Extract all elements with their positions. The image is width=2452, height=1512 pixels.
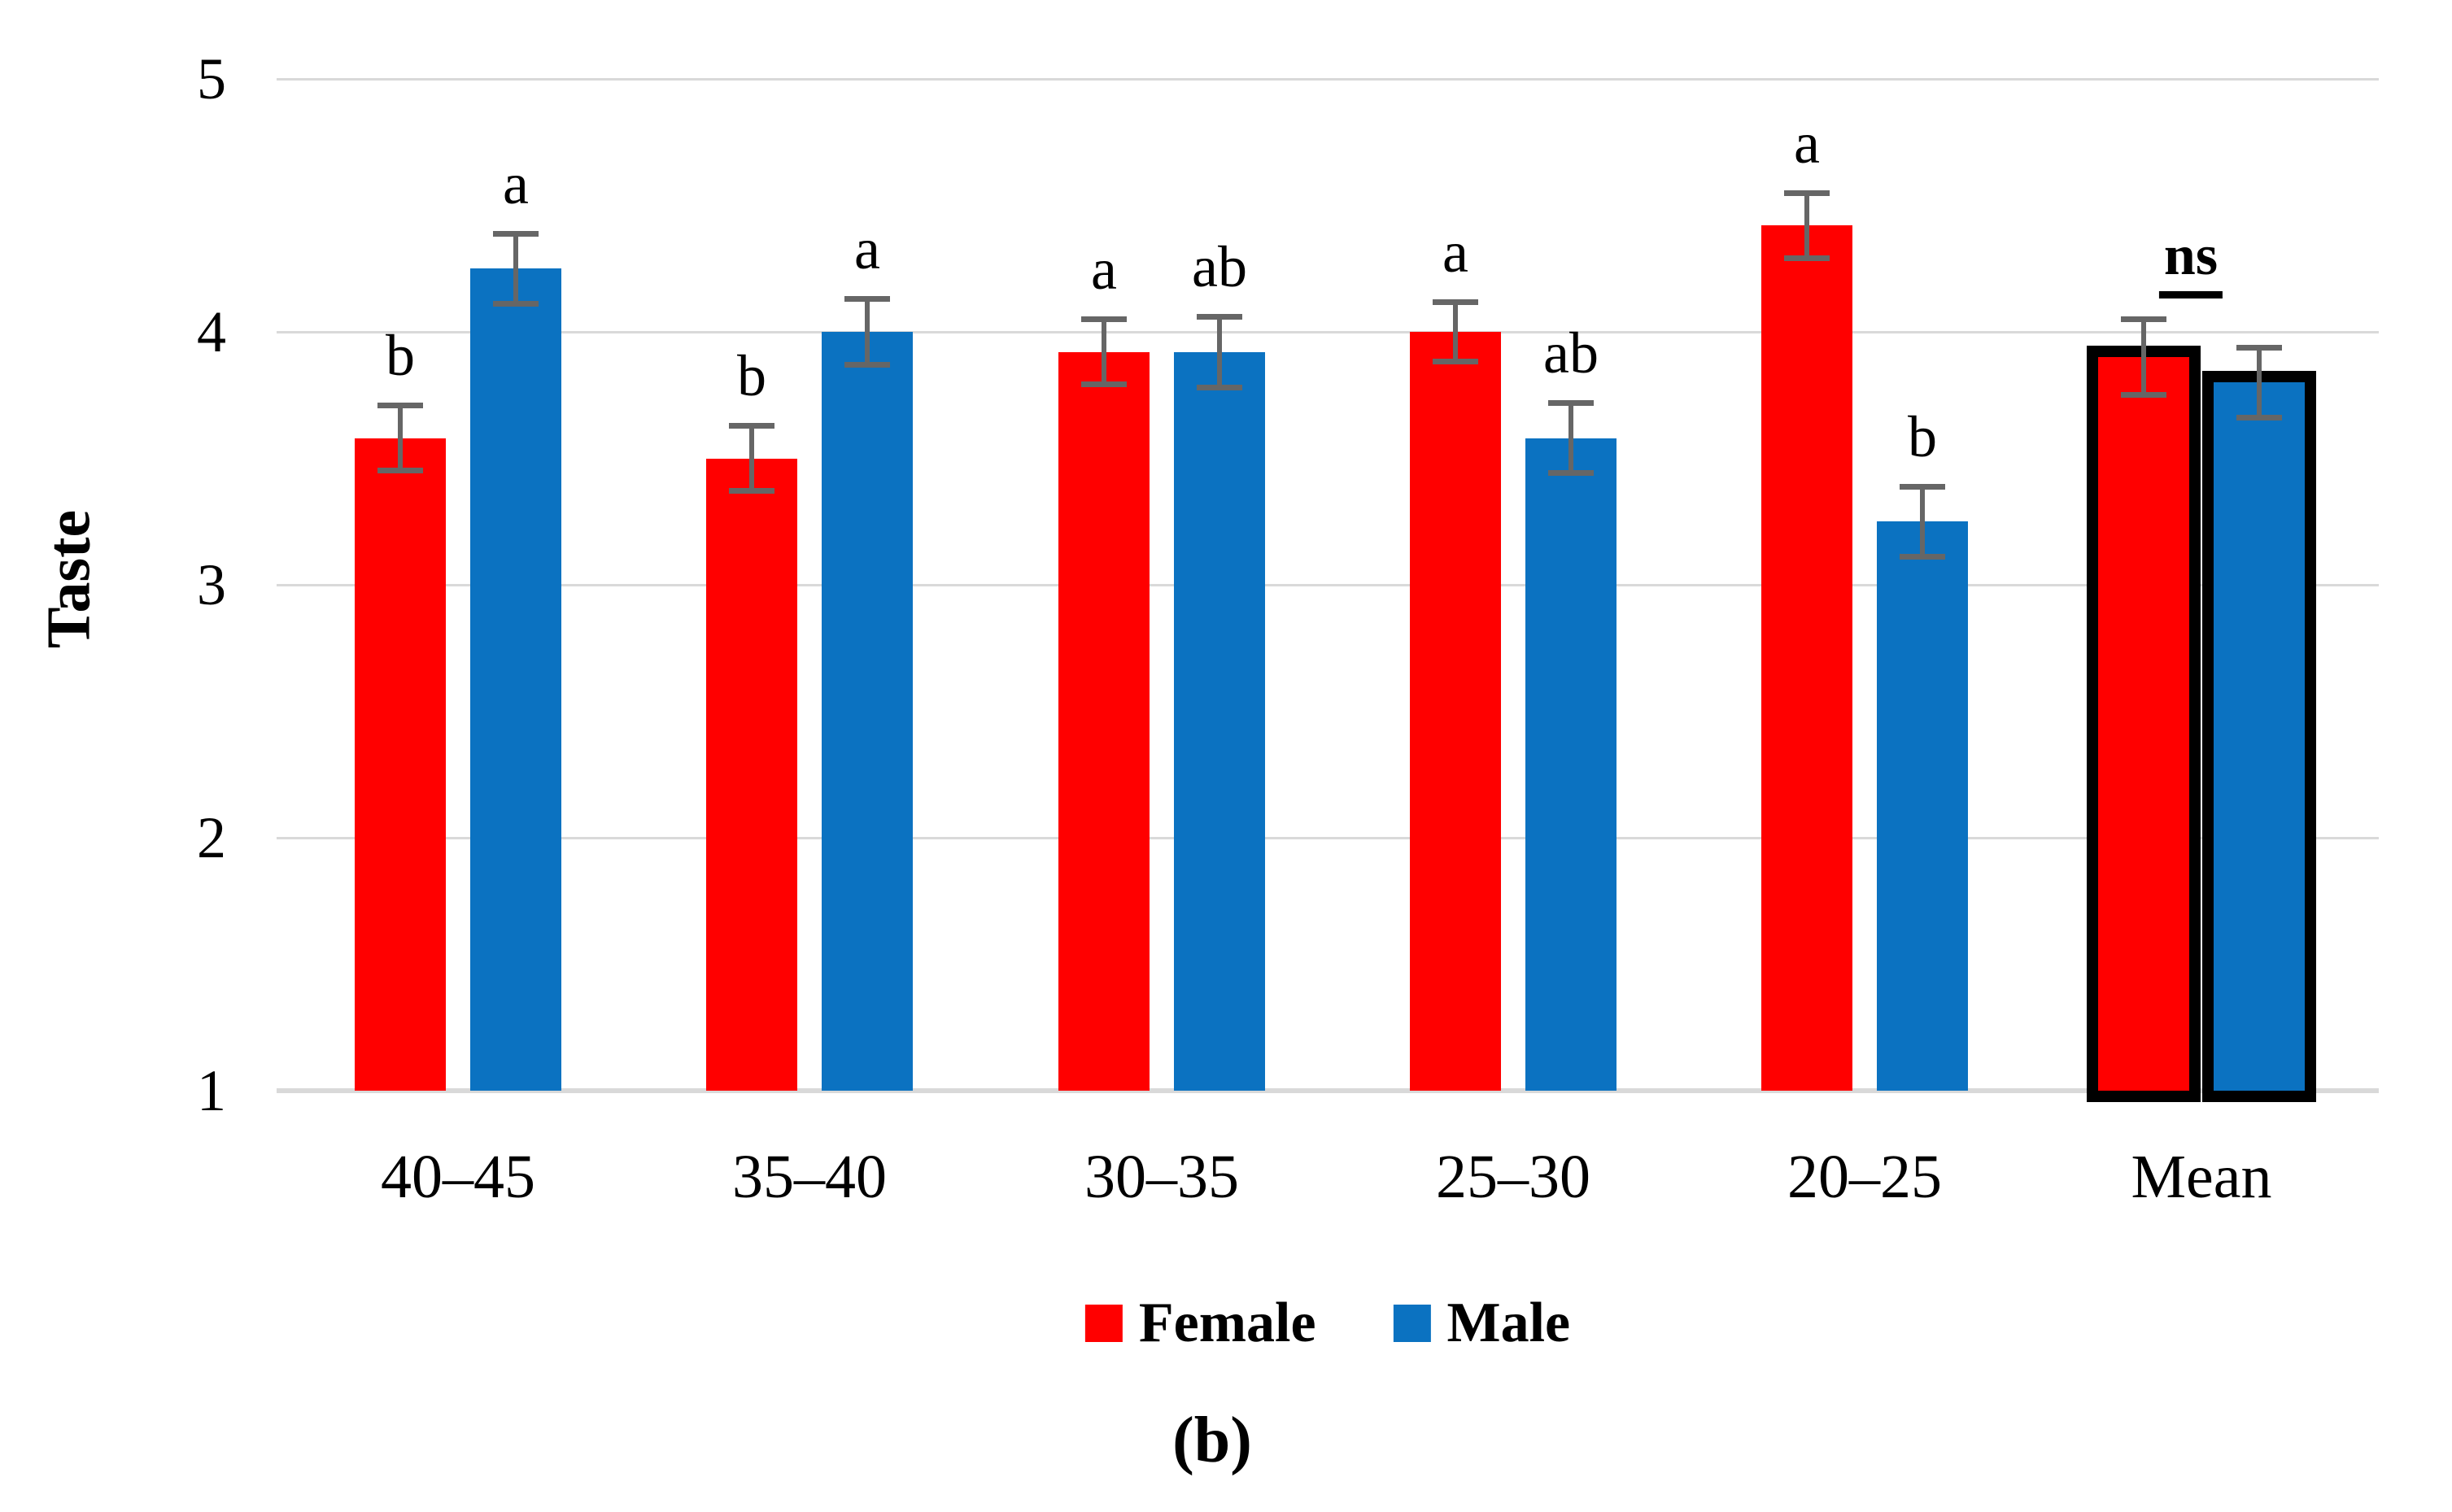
sig-letter-male-25–30: ab — [1543, 320, 1599, 386]
bar-male-25–30 — [1525, 438, 1616, 1091]
y-tick-label-3: 3 — [197, 552, 226, 617]
sig-letter-female-30–35: a — [1091, 237, 1117, 303]
error-bar-part — [1784, 255, 1830, 261]
error-bar-part — [377, 468, 423, 474]
error-bar-part — [377, 403, 423, 409]
error-bar-male-40–45 — [493, 230, 539, 307]
bar-female-Mean-outlined — [2087, 346, 2201, 1102]
error-bar-part — [1433, 359, 1478, 365]
gridline-y1 — [277, 1088, 2379, 1093]
gridline-y4 — [277, 330, 2379, 333]
error-bar-part — [844, 361, 890, 368]
y-tick-label-4: 4 — [197, 299, 226, 364]
gridline-y3 — [277, 583, 2379, 586]
error-bar-female-Mean — [2121, 316, 2166, 398]
error-bar-female-20–25 — [1784, 190, 1830, 261]
bar-fill-female-Mean — [2098, 357, 2189, 1091]
x-category-label-6: Mean — [2131, 1143, 2272, 1211]
error-bar-male-35–40 — [844, 296, 890, 368]
gridline-y2 — [277, 836, 2379, 839]
bar-male-20–25 — [1877, 521, 1968, 1091]
sig-letter-female-35–40: b — [737, 342, 766, 408]
error-bar-part — [2121, 316, 2166, 323]
error-bar-part — [1433, 298, 1478, 305]
error-bar-part — [398, 403, 403, 474]
error-bar-male-25–30 — [1548, 399, 1594, 477]
x-category-label-2: 35–40 — [732, 1143, 887, 1211]
error-bar-female-40–45 — [377, 403, 423, 474]
y-axis-title: Taste — [34, 509, 103, 649]
legend-item-male: Male — [1393, 1292, 1571, 1354]
bar-male-30–35 — [1174, 351, 1265, 1091]
error-bar-female-35–40 — [729, 422, 774, 495]
bar-male-40–45 — [470, 268, 561, 1091]
error-bar-part — [2257, 344, 2262, 420]
error-bar-part — [1197, 314, 1242, 320]
error-bar-part — [1900, 553, 1945, 560]
error-bar-part — [2121, 391, 2166, 398]
figure-caption: (b) — [1172, 1405, 1252, 1476]
sig-letter-female-20–25: a — [1794, 110, 1820, 176]
x-category-label-1: 40–45 — [381, 1143, 535, 1211]
bar-female-30–35 — [1058, 351, 1150, 1091]
error-bar-part — [1081, 381, 1127, 388]
legend-item-female: Female — [1084, 1292, 1316, 1354]
error-bar-female-30–35 — [1081, 316, 1127, 388]
error-bar-part — [729, 422, 774, 429]
error-bar-part — [1804, 190, 1809, 261]
error-bar-part — [2236, 344, 2282, 351]
error-bar-part — [1548, 470, 1594, 477]
sig-letter-male-35–40: a — [854, 216, 880, 282]
error-bar-male-Mean — [2236, 344, 2282, 420]
sig-letter-female-25–30: a — [1442, 219, 1468, 285]
error-bar-male-30–35 — [1197, 314, 1242, 390]
x-category-label-5: 20–25 — [1787, 1143, 1942, 1211]
bar-male-Mean-outlined — [2202, 371, 2316, 1102]
sig-letter-male-40–45: a — [503, 150, 529, 216]
gridline-y5 — [277, 77, 2379, 81]
legend: Female Male — [1084, 1292, 1571, 1354]
error-bar-part — [1453, 298, 1458, 365]
y-tick-label-5: 5 — [197, 46, 226, 111]
error-bar-part — [1568, 399, 1573, 477]
error-bar-part — [1548, 399, 1594, 406]
legend-label-female: Female — [1138, 1292, 1316, 1354]
y-tick-label-2: 2 — [197, 805, 226, 870]
error-bar-part — [2236, 414, 2282, 420]
bar-female-35–40 — [706, 458, 797, 1091]
error-bar-part — [493, 230, 539, 237]
error-bar-part — [749, 422, 754, 495]
bar-female-20–25 — [1761, 225, 1852, 1091]
legend-label-male: Male — [1446, 1292, 1571, 1354]
female-swatch-icon — [1084, 1305, 1123, 1342]
sig-letter-male-30–35: ab — [1192, 234, 1247, 300]
error-bar-part — [513, 230, 518, 307]
error-bar-male-20–25 — [1900, 483, 1945, 560]
error-bar-part — [1197, 384, 1242, 390]
error-bar-part — [865, 296, 870, 368]
x-category-label-4: 25–30 — [1436, 1143, 1590, 1211]
error-bar-part — [2141, 316, 2146, 398]
bar-fill-male-Mean — [2214, 382, 2305, 1091]
error-bar-female-25–30 — [1433, 298, 1478, 365]
male-swatch-icon — [1393, 1305, 1431, 1342]
error-bar-part — [1784, 190, 1830, 196]
sig-letter-male-20–25: b — [1908, 403, 1937, 469]
error-bar-part — [493, 300, 539, 307]
error-bar-part — [1081, 316, 1127, 323]
error-bar-part — [1900, 483, 1945, 490]
y-tick-label-1: 1 — [197, 1058, 226, 1123]
bar-male-35–40 — [822, 332, 913, 1091]
sig-letter-female-40–45: b — [386, 323, 415, 389]
bar-female-25–30 — [1410, 332, 1501, 1091]
error-bar-part — [1920, 483, 1925, 560]
error-bar-part — [729, 488, 774, 495]
x-category-label-3: 30–35 — [1084, 1143, 1239, 1211]
error-bar-part — [1102, 316, 1106, 388]
ns-annotation: ns — [2158, 228, 2223, 298]
error-bar-part — [844, 296, 890, 303]
bar-female-40–45 — [355, 438, 446, 1091]
error-bar-part — [1217, 314, 1222, 390]
